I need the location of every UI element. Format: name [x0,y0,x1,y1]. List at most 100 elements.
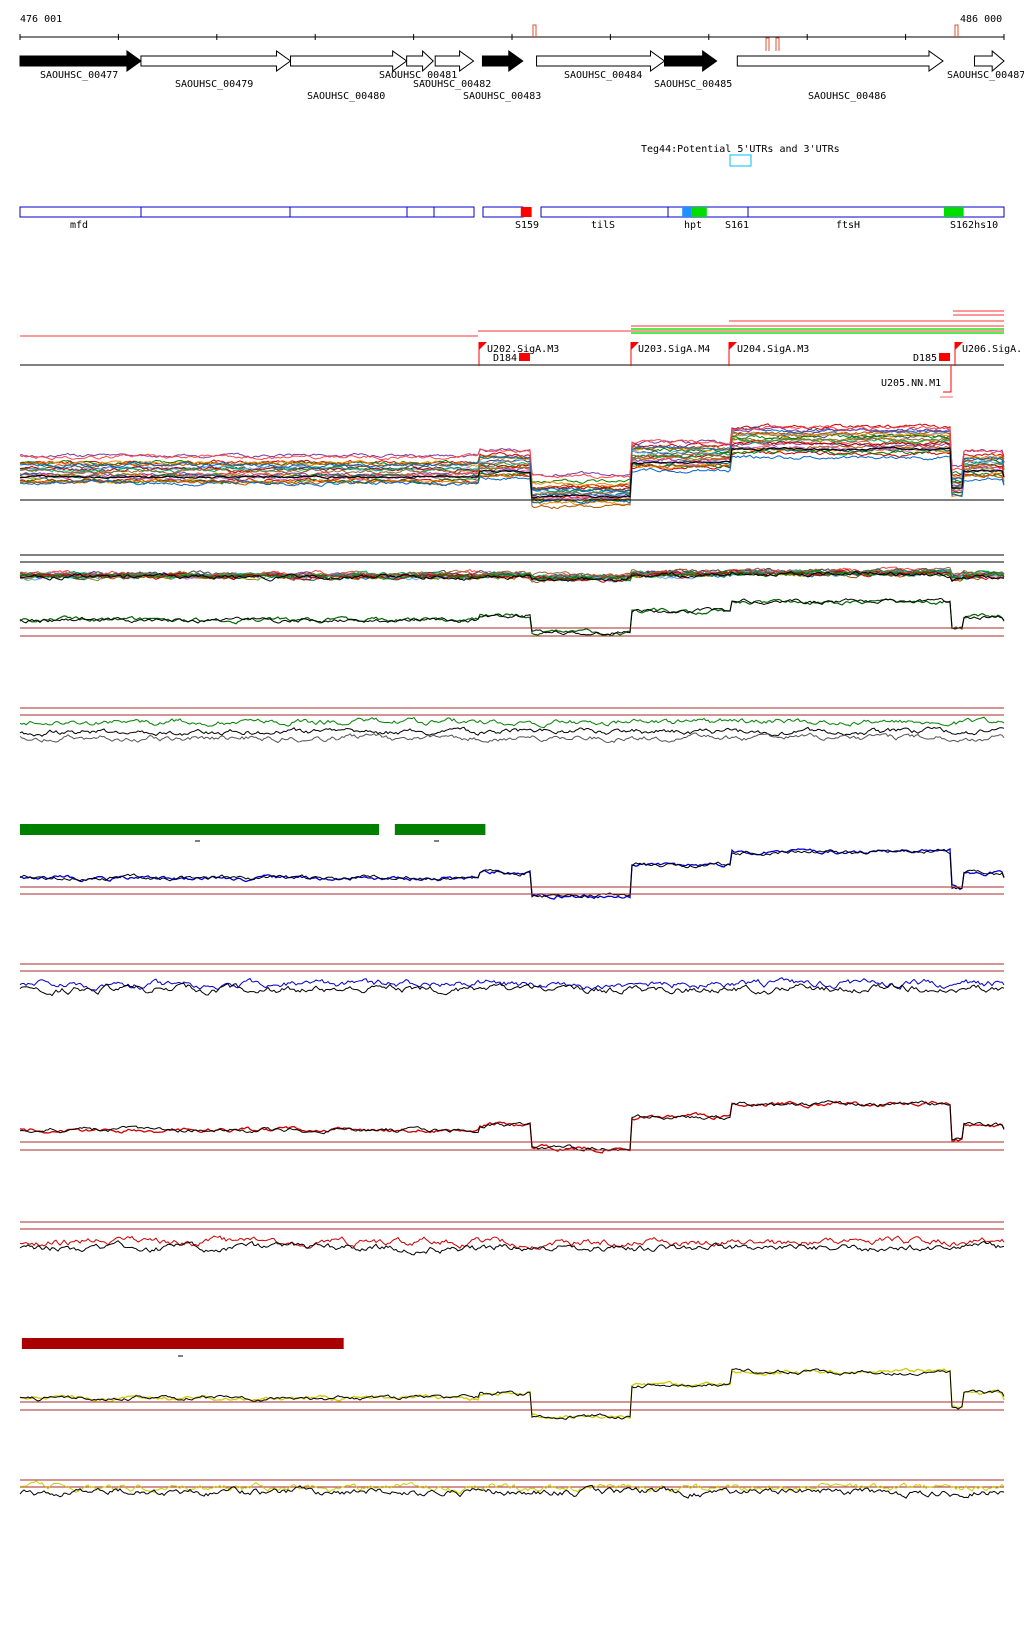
expression-line [19,425,1005,480]
ruler-ticks [19,34,1005,40]
expression-line [19,1235,1005,1250]
gene-label: SAOUHSC_00479 [175,79,253,90]
transcript-box [140,206,291,218]
gene-label: SAOUHSC_00485 [654,79,732,90]
tss-label: D184 [493,353,517,364]
gene-arrow[interactable] [434,50,475,72]
coordinate-ruler: 476 001 486 000 [19,14,1005,51]
transcript-box [289,206,408,218]
tss-label: D185 [913,353,937,364]
operon-label: mfd [70,220,88,231]
expression-line [19,450,1005,501]
expression-line [19,569,1005,580]
gene-arrow[interactable] [406,49,434,73]
expression-line [19,1480,1005,1495]
tss-block [519,353,530,361]
expression-line [19,732,1005,744]
operon-label: S159 [515,220,539,231]
expression-line [19,570,1005,582]
expression-line [19,977,1005,991]
transcript-box [540,206,669,218]
operon-label: ftsH [836,220,860,231]
gene-label: SAOUHSC_00484 [564,70,642,81]
transcript-box [433,206,475,218]
expression-line [19,1100,1005,1154]
gene-arrow[interactable] [481,50,524,72]
expression-line [19,1100,1005,1152]
expression-line [19,982,1005,997]
expression-line [19,444,1005,510]
expression-line [19,726,1005,737]
operon-label: S162hs10 [950,220,998,231]
expression-line [19,439,1005,491]
annotation-track: Teg44:Potential 5'UTRs and 3'UTRs [641,144,840,167]
tss-flag-rev [943,365,952,393]
operon-label: hpt [684,220,702,231]
expression-line [20,1367,1005,1420]
operon-label: S161 [725,220,749,231]
gene-track: SAOUHSC_00477 SAOUHSC_00479 SAOUHSC_00480 S… [19,49,1024,102]
expression-line [19,446,1005,498]
condition-bar [394,824,486,835]
gene-arrow[interactable] [973,49,1005,73]
gene-label: SAOUHSC_00487 [947,70,1024,81]
tss-flag [479,342,487,350]
gene-label: SAOUHSC_00486 [808,91,886,102]
gene-label: SAOUHSC_00480 [307,91,385,102]
tss-flag [729,342,737,350]
expression-line [19,1484,1005,1499]
tss-label: U203.SigA.M4 [638,344,710,355]
expression-line [20,454,1005,505]
expression-tracks [19,423,1005,1499]
gene-label: SAOUHSC_00477 [40,70,118,81]
gene-arrow[interactable] [140,50,292,72]
gene-label: SAOUHSC_00482 [413,79,491,90]
srna-block [682,207,692,217]
srna-block [691,207,707,217]
condition-bar [20,824,380,835]
tss-label: U204.SigA.M3 [737,344,809,355]
expression-line [19,446,1005,499]
operon-label: tilS [591,220,615,231]
transcript-box [19,206,142,218]
annotation-box[interactable] [729,154,752,167]
expression-line [19,848,1005,899]
ruler-mark [954,24,959,38]
tss-label: U206.SigA. [962,344,1022,355]
ruler-mark [532,24,537,38]
annotation-label: Teg44:Potential 5'UTRs and 3'UTRs [641,144,840,155]
expression-line [19,438,1005,494]
tss-flag [631,342,639,350]
gene-arrow[interactable] [736,50,944,72]
gene-arrow[interactable] [290,50,408,72]
expression-line [19,566,1005,579]
expression-line [19,598,1005,637]
operon-track: mfd tilS hpt ftsH S159 S161 S162hs10 [19,206,1005,231]
ruler-marks [532,24,959,51]
ruler-mark [765,37,770,51]
gene-label: SAOUHSC_00483 [463,91,541,102]
ruler-start-label: 476 001 [20,14,62,25]
srna-block [520,207,532,217]
ruler-mark [775,37,780,51]
transcript-box [482,206,524,218]
gene-arrow[interactable] [536,50,666,72]
expression-line [19,716,1005,729]
condition-bar [21,1338,344,1349]
expression-line [19,597,1005,636]
transcript-box [667,206,749,218]
transcript-box [747,206,954,218]
gene-label: SAOUHSC_00481 [379,70,457,81]
tss-flag [955,342,963,350]
expression-line [19,437,1005,496]
expression-line [19,1368,1005,1420]
gene-arrow[interactable] [19,50,142,72]
tss-label: U202.SigA.M3 [487,344,559,355]
gene-arrow[interactable] [663,50,718,72]
tss-block [939,353,950,361]
expression-line [19,847,1005,900]
transcript-box [406,206,435,218]
tss-label: U205.NN.M1 [881,378,941,389]
